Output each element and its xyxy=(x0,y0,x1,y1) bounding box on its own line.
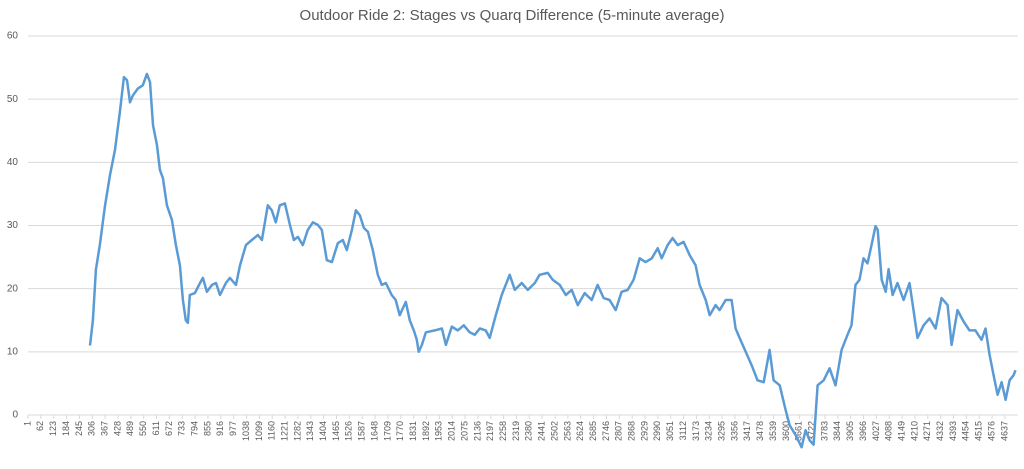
x-tick-label: 916 xyxy=(215,421,225,436)
x-tick-label: 2136 xyxy=(472,421,482,441)
x-tick-label: 1099 xyxy=(254,421,264,441)
x-tick-label: 1587 xyxy=(357,421,367,441)
x-tick-label: 2929 xyxy=(639,421,649,441)
x-tick-label: 2746 xyxy=(601,421,611,441)
x-tick-label: 3600 xyxy=(781,421,791,441)
x-tick-label: 1282 xyxy=(292,421,302,441)
y-tick-label: 0 xyxy=(12,410,18,421)
y-tick-label: 20 xyxy=(7,283,19,294)
x-tick-label: 3722 xyxy=(806,421,816,441)
x-tick-label: 3661 xyxy=(794,421,804,441)
x-tick-label: 2685 xyxy=(588,421,598,441)
x-tick-label: 3295 xyxy=(717,421,727,441)
x-tick-label: 1709 xyxy=(382,421,392,441)
chart-title: Outdoor Ride 2: Stages vs Quarq Differen… xyxy=(300,7,725,24)
x-tick-label: 4210 xyxy=(909,421,919,441)
x-tick-label: 2014 xyxy=(447,421,457,441)
x-tick-label: 123 xyxy=(48,421,58,436)
x-tick-label: 184 xyxy=(61,421,71,436)
x-tick-label: 4332 xyxy=(935,421,945,441)
x-tick-label: 2807 xyxy=(614,421,624,441)
y-tick-label: 30 xyxy=(7,220,19,231)
x-tick-label: 3478 xyxy=(755,421,765,441)
x-tick-label: 1038 xyxy=(241,421,251,441)
data-line xyxy=(88,72,1017,449)
x-tick-label: 3356 xyxy=(729,421,739,441)
x-tick-label: 367 xyxy=(100,421,110,436)
x-tick-label: 4576 xyxy=(986,421,996,441)
x-tick-label: 4027 xyxy=(871,421,881,441)
x-tick-label: 4149 xyxy=(896,421,906,441)
x-tick-label: 1648 xyxy=(369,421,379,441)
x-tick-label: 977 xyxy=(228,421,238,436)
x-tick-label: 1953 xyxy=(434,421,444,441)
x-tick-label: 2075 xyxy=(459,421,469,441)
x-tick-label: 550 xyxy=(138,421,148,436)
x-tick-label: 1160 xyxy=(267,421,277,440)
x-tick-label: 2380 xyxy=(524,421,534,441)
x-tick-label: 3234 xyxy=(704,421,714,441)
x-tick-label: 4088 xyxy=(884,421,894,441)
x-tick-label: 2441 xyxy=(537,421,547,441)
x-tick-label: 3539 xyxy=(768,421,778,441)
x-tick-label: 4515 xyxy=(974,421,984,441)
x-tick-label: 2624 xyxy=(575,421,585,441)
x-tick-label: 3844 xyxy=(832,421,842,441)
x-tick-label: 1404 xyxy=(318,421,328,441)
y-tick-label: 10 xyxy=(7,346,19,357)
x-tick-label: 2990 xyxy=(652,421,662,441)
x-tick-label: 489 xyxy=(125,421,135,436)
x-tick-label: 2868 xyxy=(627,421,637,441)
x-tick-label: 1343 xyxy=(305,421,315,441)
x-tick-label: 3173 xyxy=(691,421,701,441)
x-tick-label: 3783 xyxy=(819,421,829,441)
x-tick-label: 1 xyxy=(22,421,32,426)
x-tick-label: 4393 xyxy=(948,421,958,441)
x-tick-label: 3966 xyxy=(858,421,868,441)
x-tick-label: 672 xyxy=(164,421,174,436)
x-tick-label: 611 xyxy=(151,421,161,435)
x-tick-label: 428 xyxy=(112,421,122,436)
y-tick-label: 50 xyxy=(7,94,19,105)
x-tick-label: 3905 xyxy=(845,421,855,441)
x-tick-label: 733 xyxy=(177,421,187,436)
x-tick-label: 1465 xyxy=(331,421,341,441)
x-tick-label: 3112 xyxy=(678,421,688,440)
x-tick-label: 4454 xyxy=(961,421,971,441)
y-tick-label: 40 xyxy=(7,157,19,168)
x-tick-label: 1526 xyxy=(344,421,354,441)
x-tick-label: 245 xyxy=(74,421,84,436)
x-tick-label: 62 xyxy=(35,421,45,431)
x-tick-label: 2502 xyxy=(549,421,559,441)
x-tick-label: 4637 xyxy=(999,421,1009,441)
y-tick-label: 60 xyxy=(7,31,19,42)
x-tick-label: 794 xyxy=(189,421,199,436)
x-tick-label: 306 xyxy=(87,421,97,436)
x-tick-label: 3417 xyxy=(742,421,752,441)
x-tick-label: 2563 xyxy=(562,421,572,441)
x-tick-label: 1892 xyxy=(421,421,431,441)
x-tick-label: 1221 xyxy=(279,421,289,441)
x-tick-label: 2319 xyxy=(511,421,521,441)
x-tick-label: 855 xyxy=(202,421,212,436)
x-tick-label: 1770 xyxy=(395,421,405,441)
x-tick-label: 1831 xyxy=(408,421,418,441)
x-tick-label: 3051 xyxy=(665,421,675,441)
x-tick-label: 4271 xyxy=(922,421,932,441)
x-tick-label: 2258 xyxy=(498,421,508,441)
x-tick-label: 2197 xyxy=(485,421,495,441)
